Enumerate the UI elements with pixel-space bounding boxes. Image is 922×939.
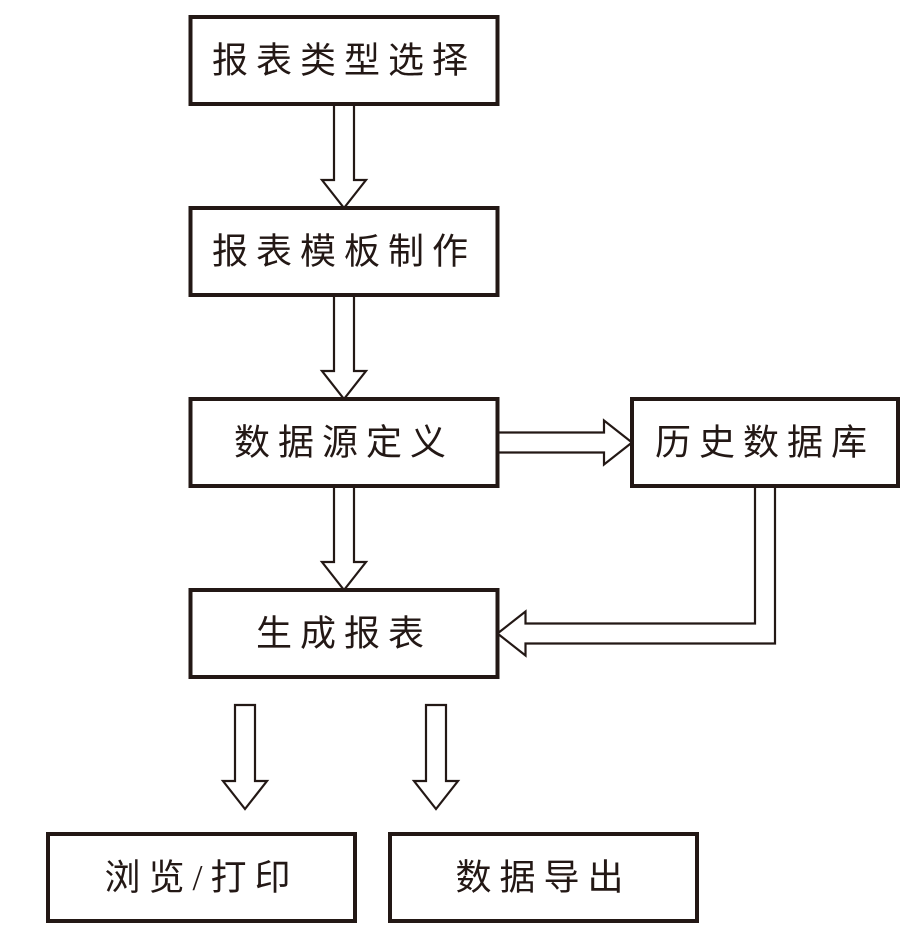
node-label-n1: 报表类型选择 [212,41,476,81]
arrow-e3 [322,486,366,590]
node-label-n5: 历史数据库 [655,423,875,463]
node-label-n6: 浏览/打印 [104,858,298,898]
node-n2: 报表模板制作 [191,208,498,295]
node-n4: 生成报表 [191,590,498,677]
arrow-e5 [498,486,776,656]
node-n1: 报表类型选择 [191,17,498,104]
arrow-e4 [498,421,633,465]
node-n3: 数据源定义 [191,399,498,486]
node-label-n7: 数据导出 [455,858,631,898]
node-n6: 浏览/打印 [48,834,355,921]
node-n7: 数据导出 [390,834,697,921]
node-label-n4: 生成报表 [256,614,432,654]
arrow-e1 [322,104,366,208]
arrow-e7 [414,705,458,809]
flowchart-canvas: 报表类型选择报表模板制作数据源定义生成报表 历史数据库浏览/打印 数据导出 [0,0,922,939]
arrow-e6 [223,705,267,809]
node-n5: 历史数据库 [632,399,898,486]
node-label-n3: 数据源定义 [234,423,454,463]
arrow-e2 [322,295,366,399]
node-label-n2: 报表模板制作 [212,232,476,272]
